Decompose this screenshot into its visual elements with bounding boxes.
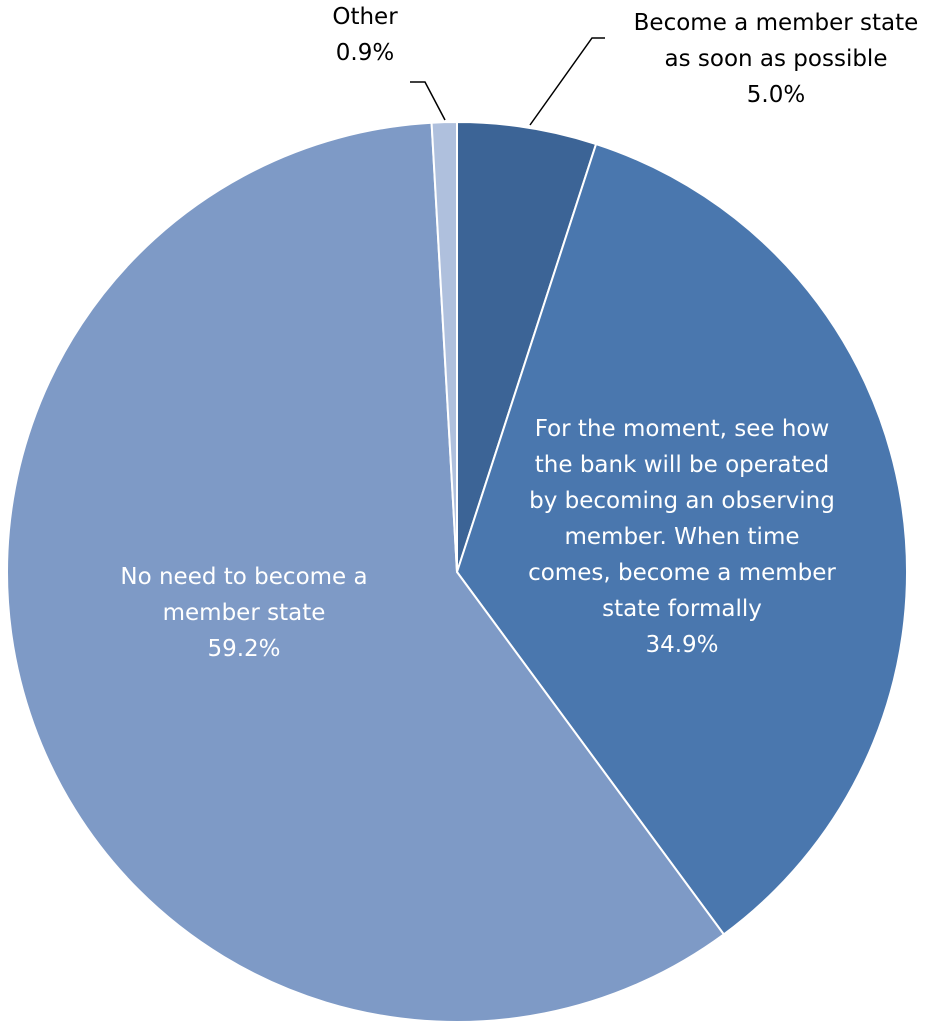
leader-lines bbox=[410, 37, 605, 126]
slice-label-become-member-asap: Become a member state as soon as possible… bbox=[634, 10, 919, 108]
slice-value-label: 0.9% bbox=[336, 40, 394, 66]
slice-label-line: Become a member state bbox=[634, 10, 919, 36]
slice-label-line: Other bbox=[332, 4, 398, 30]
slice-label-line: No need to become a bbox=[120, 564, 367, 590]
slice-labels: Become a member state as soon as possible… bbox=[120, 4, 918, 662]
pie-slice-observing-member bbox=[456, 143, 909, 936]
slice-value-label: 34.9% bbox=[645, 632, 718, 658]
pie-slice-no-need bbox=[6, 121, 725, 1023]
slice-value-label: 59.2% bbox=[207, 636, 280, 662]
slice-label-line: For the moment, see how bbox=[535, 416, 830, 442]
leader-line-other bbox=[410, 81, 446, 121]
slice-label-line: member state bbox=[163, 600, 326, 626]
slice-label-line: state formally bbox=[602, 596, 762, 622]
pie-slices bbox=[6, 121, 909, 1023]
slice-label-line: member. When time bbox=[565, 524, 800, 550]
slice-label-no-need: No need to become a member state 59.2% bbox=[120, 564, 367, 662]
slice-label-observing-member: For the moment, see how the bank will be … bbox=[528, 416, 836, 658]
slice-label-line: the bank will be operated bbox=[535, 452, 829, 478]
slice-label-line: by becoming an observing bbox=[529, 488, 835, 514]
slice-value-label: 5.0% bbox=[747, 82, 805, 108]
pie-slice-other bbox=[430, 121, 458, 573]
leader-line-become-member-asap bbox=[529, 37, 605, 126]
slice-label-other: Other 0.9% bbox=[332, 4, 398, 66]
slice-label-line: comes, become a member bbox=[528, 560, 836, 586]
slice-label-line: as soon as possible bbox=[665, 46, 888, 72]
